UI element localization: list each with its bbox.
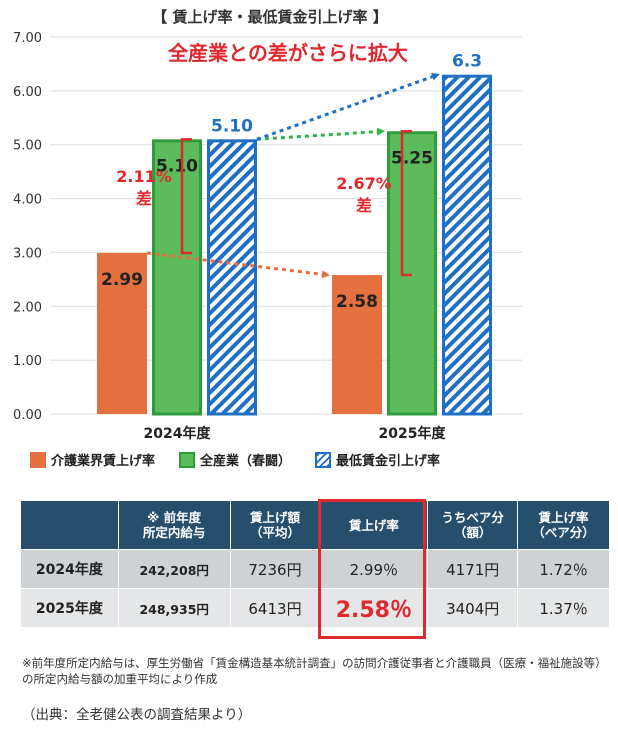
y-tick-label: 5.00 xyxy=(13,139,42,154)
data-label: 2.58 xyxy=(336,292,378,312)
table-cell-year: 2025年度 xyxy=(20,588,119,628)
bar xyxy=(207,139,257,416)
table-row: 2025年度 248,935円 6413円 2.58％ 3404円 1.37％ xyxy=(20,588,610,628)
table-header-raise-rate: 賃上げ率 xyxy=(319,500,429,550)
y-tick-label: 6.00 xyxy=(13,85,42,100)
bar xyxy=(442,74,492,416)
bar xyxy=(332,275,382,414)
bar xyxy=(387,131,437,416)
chart-legend: 介護業界賃上げ率 全産業（春闘） 最低賃金引上げ率 xyxy=(30,450,440,469)
gap-annotation-label: 差 xyxy=(356,196,372,215)
table-cell-year: 2024年度 xyxy=(20,549,119,589)
gap-annotation-label: 差 xyxy=(136,189,152,208)
legend-item-min-wage: 最低賃金引上げ率 xyxy=(315,450,440,469)
legend-swatch-green xyxy=(179,451,196,468)
table-header-base-up-amount: うちベア分 （額） xyxy=(427,500,519,550)
legend-label-care: 介護業界賃上げ率 xyxy=(51,454,156,469)
x-tick-label: 2024年度 xyxy=(144,425,212,442)
table-cell-base-up-amount: 3404円 xyxy=(427,588,519,628)
data-label: 5.25 xyxy=(391,148,433,168)
table-cell-prev-salary: 242,208円 xyxy=(117,549,231,589)
table-row: 2024年度 242,208円 7236円 2.99％ 4171円 1.72％ xyxy=(20,549,610,589)
bar xyxy=(152,139,202,416)
y-tick-label: 4.00 xyxy=(13,193,42,208)
source-credit: （出典：全老健公表の調査結果より） xyxy=(22,707,252,723)
table-cell-raise-amount: 7236円 xyxy=(229,549,321,589)
y-tick-label: 0.00 xyxy=(13,408,42,423)
legend-swatch-orange xyxy=(30,451,46,468)
chart-title: 【 賃上げ率・最低賃金引上げ率 】 xyxy=(152,8,387,26)
y-tick-label: 3.00 xyxy=(13,246,42,261)
bar xyxy=(97,252,147,414)
trend-arrow-all-industry xyxy=(256,127,385,141)
y-tick-label: 7.00 xyxy=(13,31,42,46)
x-tick-label: 2025年度 xyxy=(379,425,447,442)
legend-item-all-industry: 全産業（春闘） xyxy=(179,450,291,469)
data-label: 5.10 xyxy=(211,116,253,136)
legend-label-min-wage: 最低賃金引上げ率 xyxy=(336,454,441,469)
data-label: 6.3 xyxy=(452,52,482,72)
table-cell-raise-rate-highlight: 2.58％ xyxy=(319,588,429,628)
table-header-raise-amount: 賃上げ額 （平均） xyxy=(229,500,321,550)
legend-label-all-industry: 全産業（春闘） xyxy=(200,454,292,469)
bar-chart: 【 賃上げ率・最低賃金引上げ率 】全産業との差がさらに拡大 0.00 1.00 2.0… xyxy=(13,8,522,442)
gap-bracket xyxy=(400,130,412,277)
table-header-empty xyxy=(20,500,119,550)
data-label: 2.99 xyxy=(101,270,143,290)
table-cell-raise-rate: 2.99％ xyxy=(319,549,429,589)
gap-annotation-value: 2.67% xyxy=(336,174,392,193)
table-header-prev-salary: ※ 前年度 所定内給与 xyxy=(117,500,231,550)
table-cell-prev-salary: 248,935円 xyxy=(117,588,231,628)
gap-bracket xyxy=(180,138,192,255)
wage-table: ※ 前年度 所定内給与 賃上げ額 （平均） 賃上げ率 うちベア分 （額） 賃上げ率 （ベ… xyxy=(20,500,610,628)
trend-arrow-care xyxy=(146,251,330,279)
table-cell-raise-amount: 6413円 xyxy=(229,588,321,628)
table-header-base-up-rate: 賃上げ率 （ベア分） xyxy=(517,500,610,550)
y-tick-label: 1.00 xyxy=(13,354,42,369)
chart-subtitle: 全産業との差がさらに拡大 xyxy=(167,41,408,65)
legend-swatch-hatched-blue xyxy=(315,451,332,468)
table-cell-base-up-rate: 1.72％ xyxy=(517,549,610,589)
trend-arrow-min-wage xyxy=(256,72,440,141)
table-cell-base-up-rate: 1.37％ xyxy=(517,588,610,628)
y-tick-label: 2.00 xyxy=(13,300,42,315)
table-cell-base-up-amount: 4171円 xyxy=(427,549,519,589)
gap-annotation-value: 2.11% xyxy=(116,167,172,186)
legend-item-care: 介護業界賃上げ率 xyxy=(30,450,155,469)
footnote: ※前年度所定内給与は、厚生労働省「賃金構造基本統計調査」の訪問介護従事者と介護職… xyxy=(22,656,607,686)
data-label: 5.10 xyxy=(156,156,198,176)
table-header-row: ※ 前年度 所定内給与 賃上げ額 （平均） 賃上げ率 うちベア分 （額） 賃上げ率 （ベ… xyxy=(20,500,610,550)
